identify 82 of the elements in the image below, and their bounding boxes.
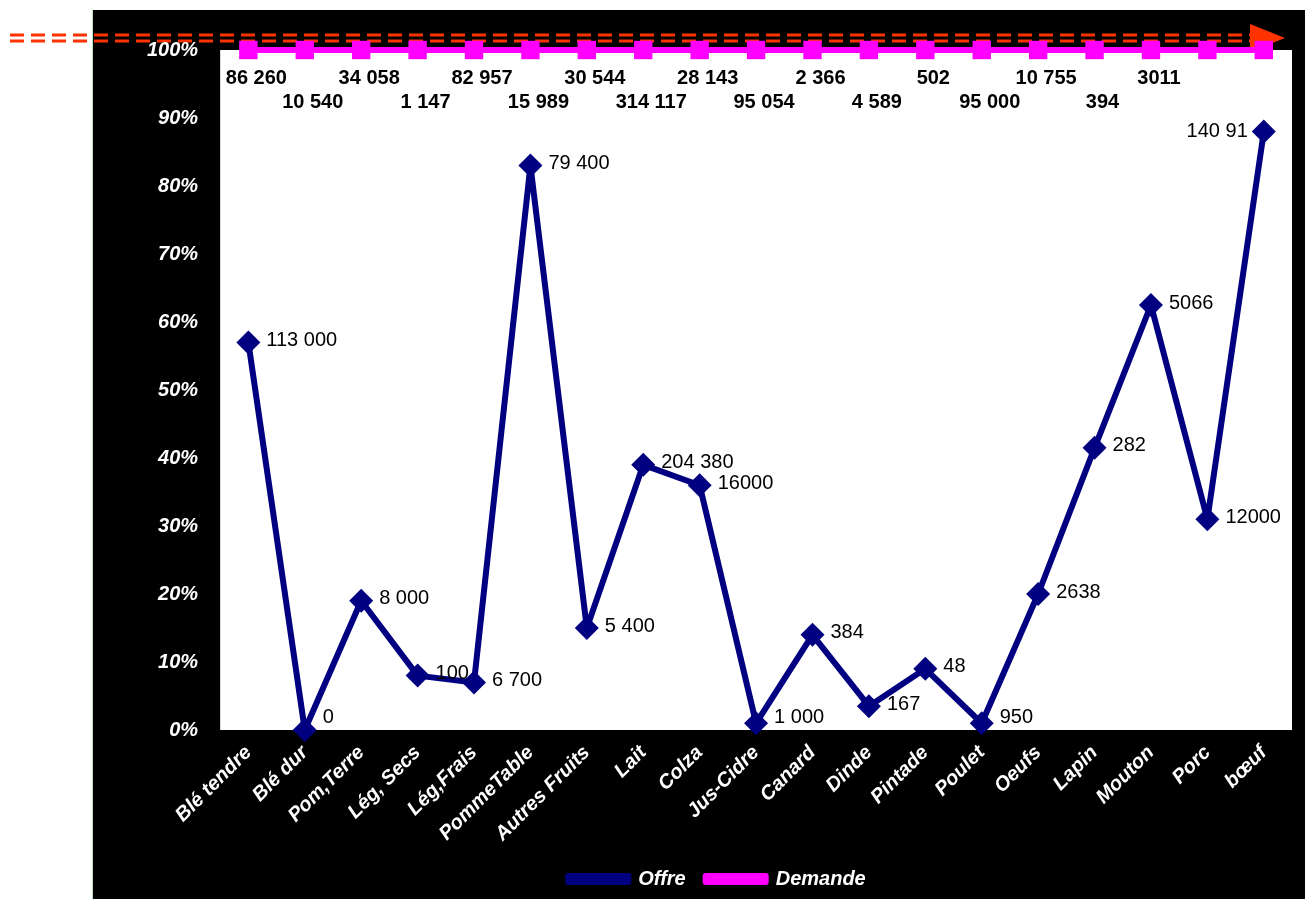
point	[1082, 435, 1107, 460]
annotation: 48	[943, 654, 966, 677]
annotation: 10 540	[282, 89, 344, 112]
point	[744, 711, 769, 736]
point	[916, 40, 935, 60]
point	[631, 452, 656, 477]
y-tick-label: 0%	[169, 717, 199, 740]
annotation: 1 147	[400, 89, 451, 112]
annotation: 79 400	[548, 151, 610, 174]
annotation: 282	[1112, 433, 1146, 456]
annotation: 28 143	[677, 65, 739, 88]
annotation: 113 000	[266, 327, 338, 350]
y-tick-label: 40%	[157, 445, 199, 468]
point	[351, 40, 371, 60]
point	[634, 40, 653, 60]
annotation: 502	[916, 65, 950, 88]
y-tick-label: 80%	[158, 173, 199, 196]
point	[690, 40, 709, 60]
annotation: 16000	[717, 470, 774, 493]
point	[405, 663, 430, 688]
annotation: 2 366	[795, 65, 846, 88]
annotation: 167	[886, 691, 921, 714]
point	[521, 40, 540, 60]
point	[408, 40, 427, 60]
annotation: 15 989	[507, 89, 570, 112]
point	[803, 40, 822, 60]
annotation: 10 755	[1015, 65, 1077, 88]
point	[1028, 40, 1048, 60]
point	[969, 711, 994, 736]
point	[464, 40, 484, 60]
point	[800, 622, 825, 647]
annotation: 4 589	[851, 89, 902, 112]
annotation: 12000	[1225, 504, 1282, 527]
point	[1141, 40, 1161, 60]
annotation: 3011	[1137, 65, 1181, 88]
annotation: 204 380	[661, 450, 734, 473]
point	[295, 40, 314, 60]
annotation: 1 000	[774, 704, 825, 727]
point	[1138, 293, 1163, 318]
point	[236, 330, 261, 355]
point	[1085, 40, 1104, 60]
point	[859, 40, 879, 60]
point	[349, 588, 374, 613]
point	[913, 656, 938, 681]
annotation: 384	[830, 620, 864, 643]
annotation: 86 260	[225, 65, 287, 88]
y-tick-label: 20%	[157, 581, 199, 604]
y-tick-label: 50%	[158, 377, 199, 400]
annotation: 8 000	[379, 586, 430, 609]
annotation: 95 054	[733, 89, 796, 112]
annotation: 5 400	[604, 613, 655, 636]
legend-label: Demande	[775, 866, 866, 889]
annotation: 140 91	[1186, 119, 1248, 142]
point	[577, 40, 597, 60]
annotation: 2638	[1056, 579, 1101, 602]
y-tick-label: 30%	[158, 513, 199, 536]
x-tick-label: Lait	[609, 739, 651, 782]
annotation: 314 117	[615, 89, 687, 112]
annotation: 82 957	[451, 65, 513, 88]
annotation: 0	[322, 704, 334, 727]
point	[1198, 40, 1217, 60]
point	[1251, 119, 1276, 144]
annotation: 95 000	[959, 89, 1021, 112]
annotation: 950	[999, 704, 1034, 727]
annotation: 394	[1085, 89, 1121, 112]
annotation: 30 544	[564, 65, 627, 88]
y-tick-label: 10%	[158, 649, 199, 672]
annotation: 6 700	[492, 667, 543, 690]
point	[856, 694, 881, 719]
annotation: 34 058	[338, 65, 400, 88]
y-tick-label: 100%	[147, 37, 199, 60]
y-tick-label: 90%	[158, 105, 199, 128]
y-tick-label: 60%	[158, 309, 199, 332]
point	[239, 40, 258, 60]
point	[1254, 40, 1273, 60]
y-tick-label: 70%	[158, 241, 199, 264]
legend-label: Offre	[638, 866, 686, 889]
point	[972, 40, 991, 60]
point	[687, 473, 712, 498]
point	[1026, 582, 1051, 607]
annotation: 5066	[1168, 290, 1214, 313]
point	[746, 40, 766, 60]
